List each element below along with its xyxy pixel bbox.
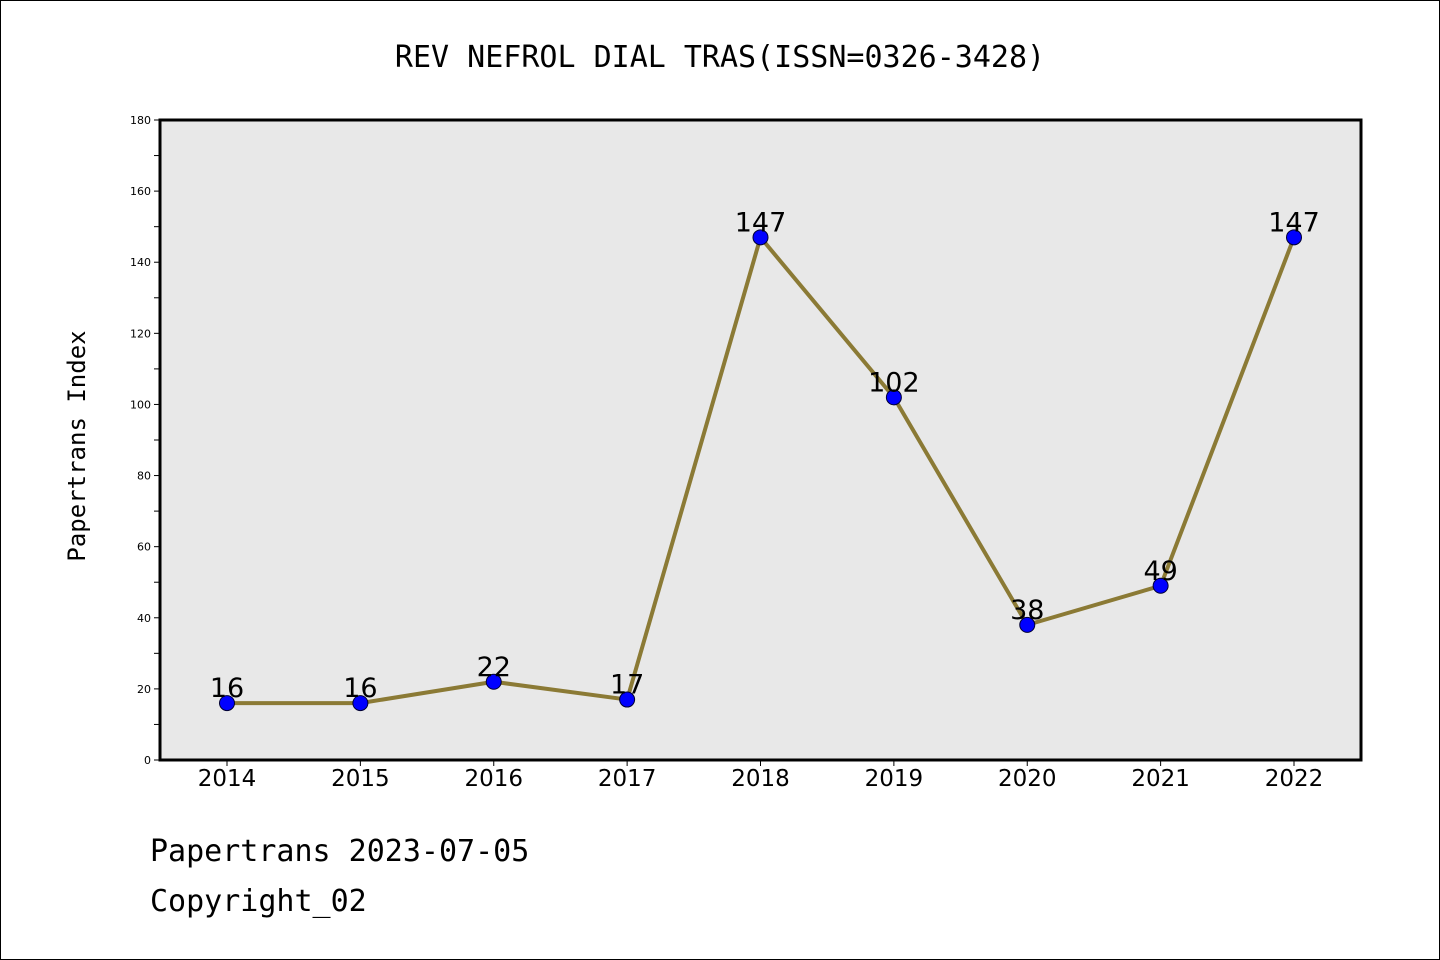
plot-area <box>158 118 1363 762</box>
data-labels: 16 16 22 17 147 102 38 49 147 <box>210 207 1320 704</box>
data-markers <box>219 229 1302 712</box>
y-tick-label: 180 <box>130 114 151 127</box>
data-label: 17 <box>610 670 644 701</box>
data-label: 147 <box>1268 207 1320 238</box>
y-axis: 0 20 40 60 80 100 120 140 160 180 <box>130 114 160 767</box>
x-tick-label: 2020 <box>998 766 1057 792</box>
x-tick-label: 2017 <box>598 766 657 792</box>
data-label: 16 <box>343 673 377 704</box>
data-label: 16 <box>210 673 244 704</box>
chart-title: REV NEFROL DIAL TRAS(ISSN=0326-3428) <box>395 40 1045 75</box>
footer-copyright: Copyright_02 <box>150 884 367 919</box>
x-tick-label: 2015 <box>331 766 390 792</box>
data-point <box>219 695 235 712</box>
data-point <box>619 691 636 708</box>
x-tick-label: 2018 <box>731 766 790 792</box>
x-tick-label: 2021 <box>1131 766 1190 792</box>
data-point <box>885 389 902 406</box>
y-tick-label: 0 <box>144 754 151 767</box>
y-tick-label: 100 <box>130 398 151 411</box>
data-label: 102 <box>868 367 920 398</box>
x-tick-label: 2019 <box>865 766 924 792</box>
data-label: 147 <box>735 207 787 238</box>
data-point <box>1286 229 1302 246</box>
data-point <box>1152 577 1169 594</box>
x-axis: 2014 2015 2016 2017 2018 2019 2020 2021 2022 <box>198 760 1324 792</box>
y-tick-label: 140 <box>130 256 151 269</box>
y-tick-label: 60 <box>137 541 151 554</box>
x-tick-label: 2016 <box>464 766 523 792</box>
y-tick-label: 20 <box>137 683 151 696</box>
x-tick-label: 2014 <box>198 766 257 792</box>
data-point <box>1019 616 1036 633</box>
y-axis-label: Papertrans Index <box>63 330 91 561</box>
y-tick-label: 80 <box>137 470 151 483</box>
y-tick-label: 160 <box>130 185 151 198</box>
data-point <box>752 229 769 246</box>
footer-date: Papertrans 2023-07-05 <box>150 834 530 869</box>
data-point <box>485 673 502 690</box>
data-label: 22 <box>477 652 511 683</box>
x-tick-label: 2022 <box>1265 766 1324 792</box>
data-label: 38 <box>1010 595 1044 626</box>
y-tick-label: 40 <box>137 612 151 625</box>
data-point <box>352 695 369 712</box>
y-tick-label: 120 <box>130 327 151 340</box>
data-label: 49 <box>1143 556 1177 587</box>
